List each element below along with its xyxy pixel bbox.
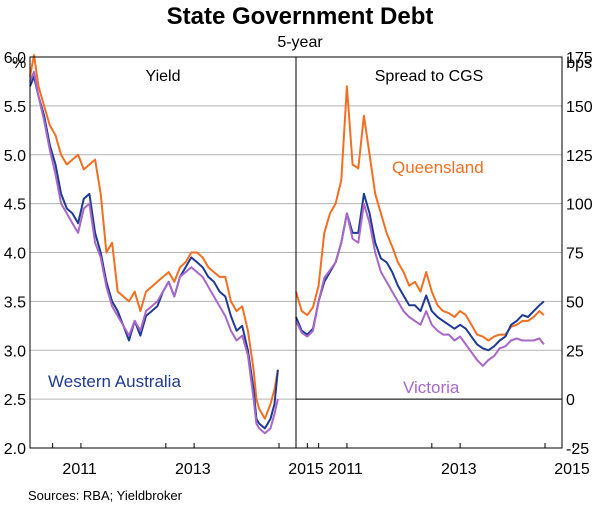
x-tick-label: 2013	[441, 461, 477, 478]
label-queensland: Queensland	[392, 158, 484, 177]
axis-ticks: 2.0 2.5 3.0 3.5 4.0 4.5 5.0 5.5 6.0 2011 2013 2015 -…	[4, 50, 593, 478]
y-tick-label-right: -25	[566, 441, 589, 458]
y-tick-label-left: 5.5	[4, 99, 26, 116]
left-axis-unit: %	[12, 55, 26, 72]
y-tick-label-left: 2.5	[4, 392, 26, 409]
chart-source: Sources: RBA; Yieldbroker	[28, 488, 183, 503]
series-lines	[29, 54, 545, 435]
panel-title-spread: Spread to CGS	[375, 68, 484, 85]
series-line-victoria-panel-2	[295, 202, 545, 367]
y-tick-label-left: 4.0	[4, 246, 26, 263]
series-line-queensland-panel-2	[295, 85, 545, 342]
series-line-western-australia-panel-2	[295, 192, 545, 352]
y-tick-label-right: 75	[566, 246, 584, 263]
series-line-queensland-panel-1	[29, 54, 279, 420]
y-tick-label-right: 125	[566, 148, 593, 165]
y-tick-label-left: 2.0	[4, 441, 26, 458]
y-tick-label-left: 5.0	[4, 148, 26, 165]
y-tick-label-right: 25	[566, 343, 584, 360]
x-tick-label: 2011	[62, 461, 97, 478]
panel-title-yield: Yield	[146, 68, 181, 85]
series-line-victoria-panel-1	[29, 70, 279, 435]
chart-title: State Government Debt	[167, 3, 434, 30]
x-tick-label: 2015	[288, 461, 324, 478]
chart-subtitle: 5-year	[277, 34, 323, 51]
x-tick-label: 2013	[175, 461, 211, 478]
label-victoria: Victoria	[403, 378, 460, 397]
label-western-australia: Western Australia	[48, 372, 181, 391]
right-axis-unit: bps	[566, 55, 592, 72]
y-tick-label-left: 4.5	[4, 197, 26, 214]
x-tick-label: 2011	[328, 461, 363, 478]
y-tick-label-right: 175	[566, 50, 593, 67]
y-tick-label-right: 150	[566, 99, 593, 116]
y-tick-label-left: 3.5	[4, 294, 26, 311]
y-tick-label-right: 50	[566, 294, 584, 311]
series-line-western-australia-panel-1	[29, 75, 279, 430]
y-tick-label-right: 100	[566, 197, 593, 214]
y-tick-label-left: 6.0	[4, 50, 26, 67]
x-tick-label: 2015	[554, 461, 590, 478]
y-tick-label-right: 0	[566, 392, 575, 409]
y-tick-label-left: 3.0	[4, 343, 26, 360]
